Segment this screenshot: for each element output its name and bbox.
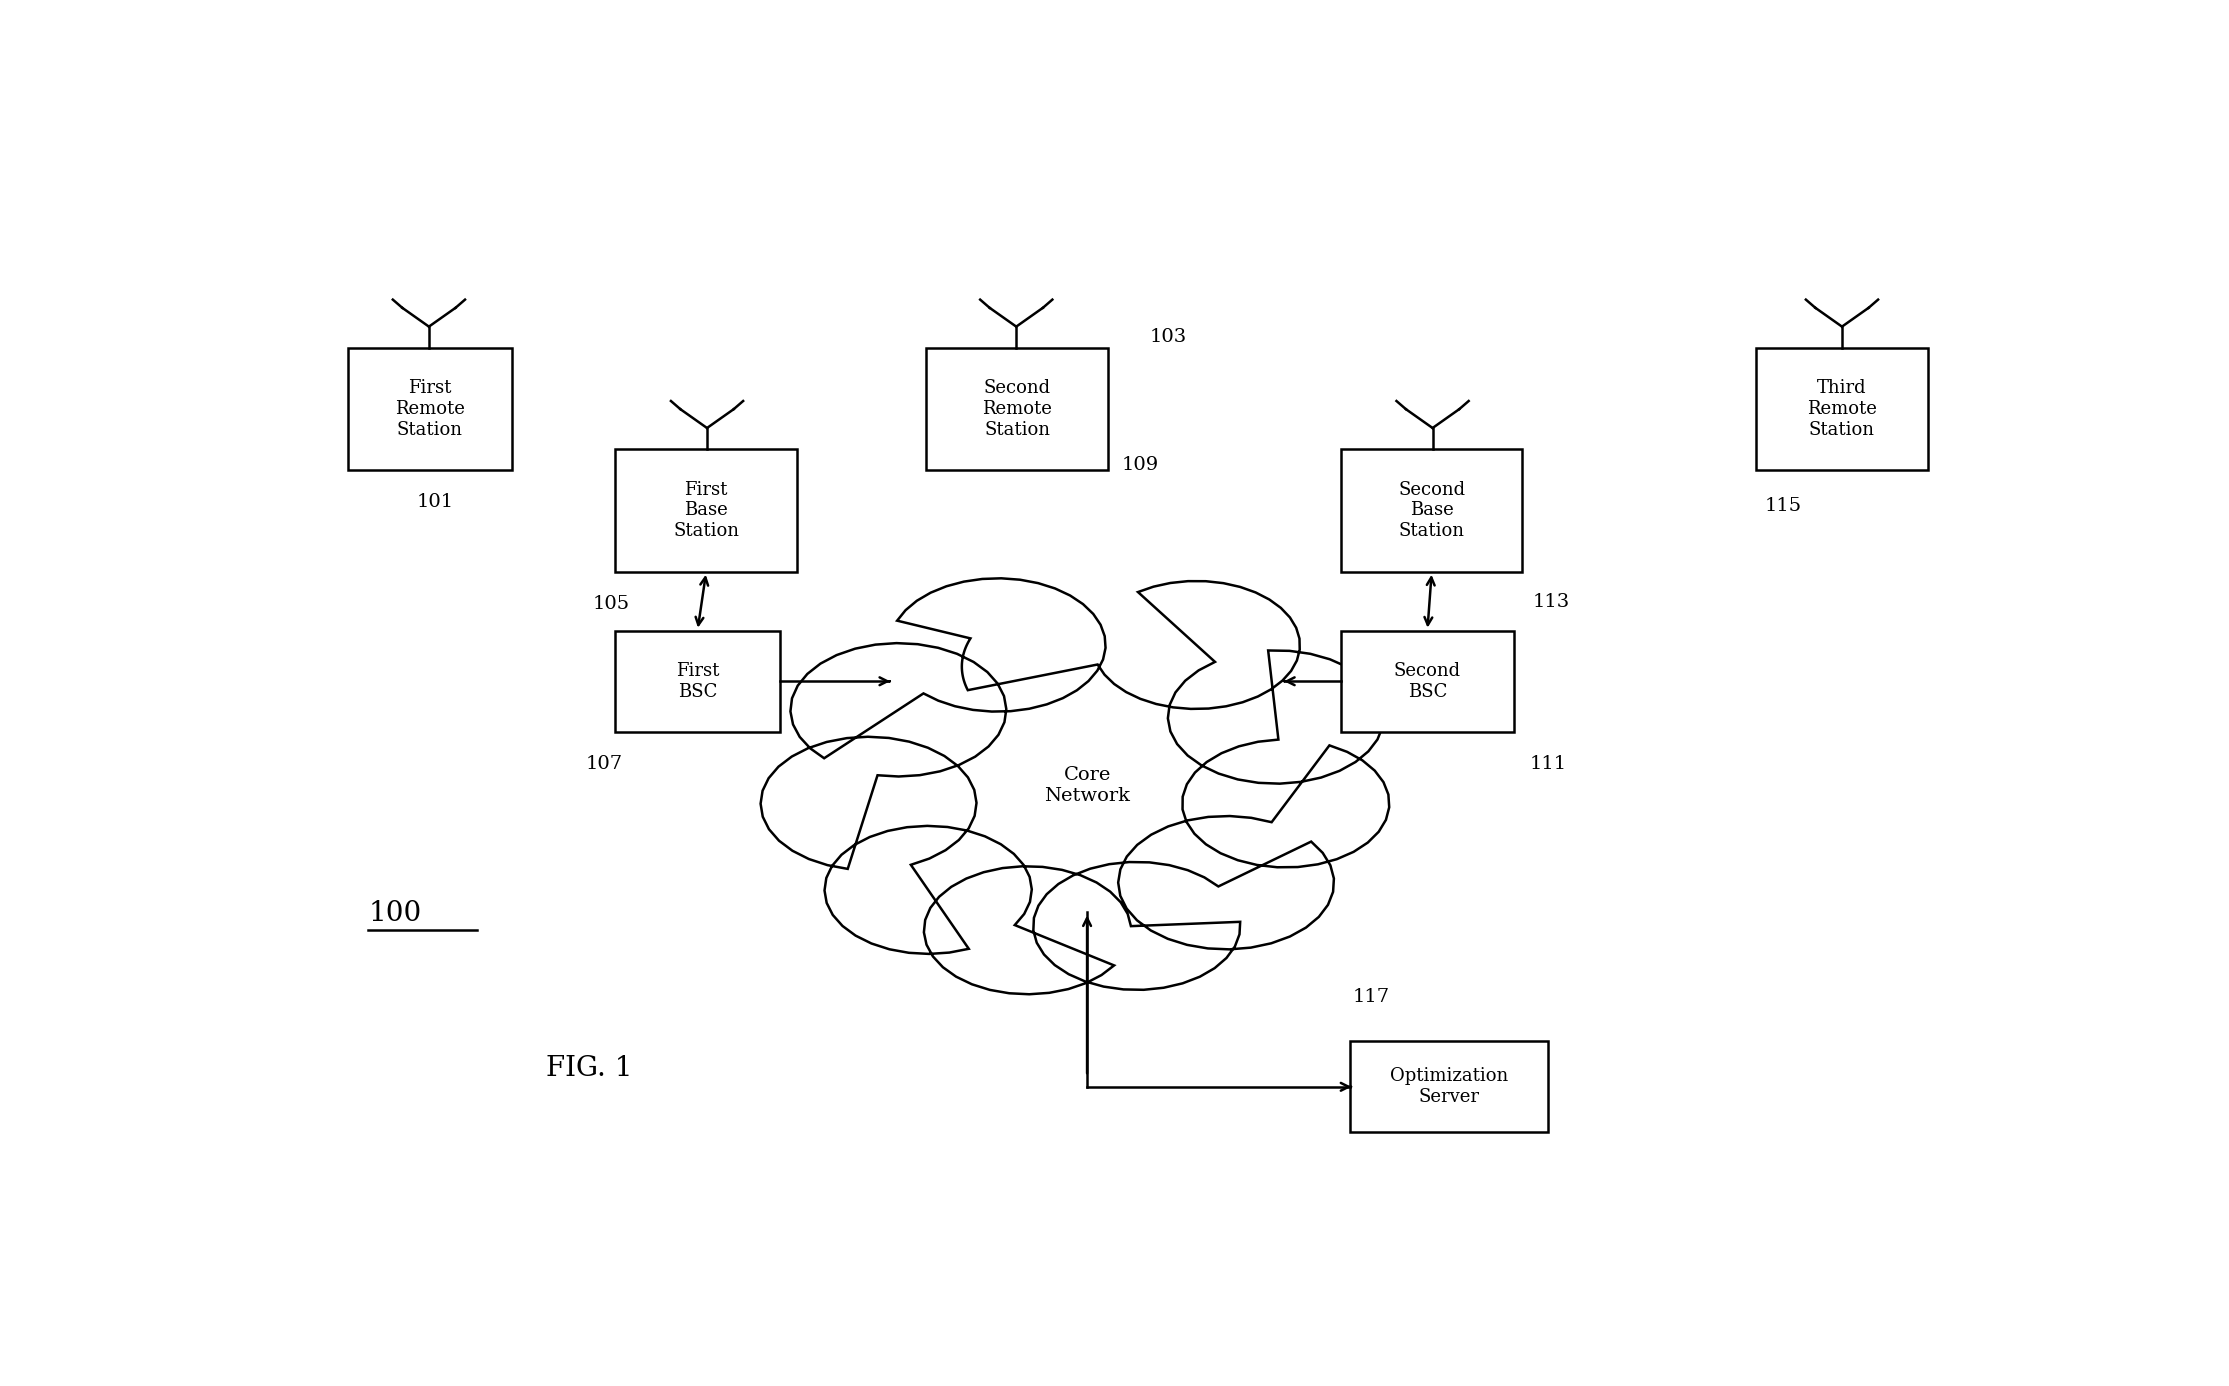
Text: 115: 115 <box>1765 496 1801 514</box>
Text: 103: 103 <box>1150 328 1186 346</box>
Bar <box>1756 348 1928 470</box>
Bar <box>348 348 513 470</box>
Bar <box>1349 1041 1549 1132</box>
Text: 111: 111 <box>1529 755 1567 773</box>
Text: Second
Base
Station: Second Base Station <box>1398 481 1464 541</box>
Text: Second
Remote
Station: Second Remote Station <box>983 380 1052 439</box>
Text: First
BSC: First BSC <box>675 663 720 701</box>
Text: 107: 107 <box>586 755 624 773</box>
Text: Third
Remote
Station: Third Remote Station <box>1808 380 1877 439</box>
Text: FIG. 1: FIG. 1 <box>546 1055 633 1081</box>
Bar <box>615 631 780 732</box>
Text: 117: 117 <box>1353 988 1391 1006</box>
Bar <box>615 449 798 572</box>
Text: 101: 101 <box>417 493 455 511</box>
Bar <box>1342 631 1513 732</box>
Text: 109: 109 <box>1121 456 1159 474</box>
Text: 100: 100 <box>368 900 421 927</box>
Bar <box>1342 449 1522 572</box>
Text: 113: 113 <box>1534 593 1569 611</box>
Bar <box>927 348 1108 470</box>
Polygon shape <box>760 578 1389 994</box>
Text: Core
Network: Core Network <box>1043 766 1130 805</box>
Text: First
Remote
Station: First Remote Station <box>395 380 464 439</box>
Text: Second
BSC: Second BSC <box>1393 663 1460 701</box>
Text: Optimization
Server: Optimization Server <box>1391 1067 1509 1106</box>
Text: 105: 105 <box>593 595 631 613</box>
Text: First
Base
Station: First Base Station <box>673 481 740 541</box>
